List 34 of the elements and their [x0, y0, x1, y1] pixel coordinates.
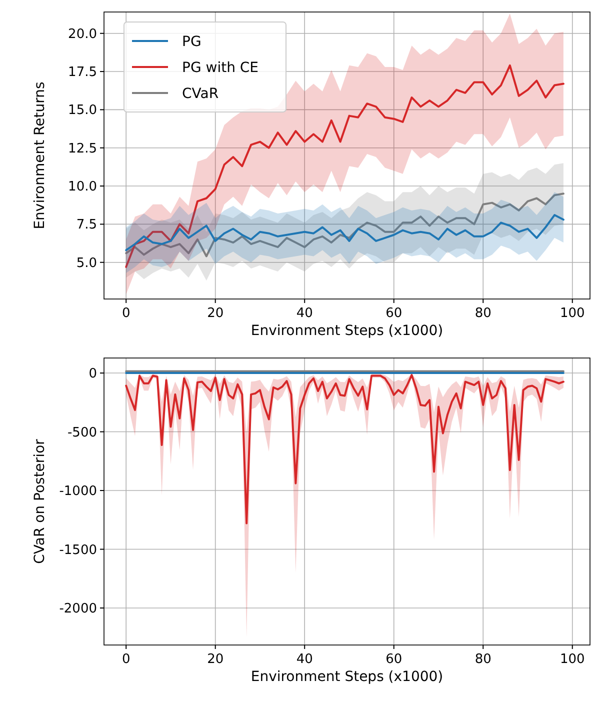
x-tick-label: 60	[386, 306, 402, 321]
x-tick-label: 0	[122, 652, 130, 667]
x-axis-title: Environment Steps (x1000)	[250, 669, 444, 685]
y-tick-label: 15.0	[68, 103, 97, 118]
legend-label: CVaR	[182, 86, 219, 102]
x-tick-label: 20	[207, 652, 224, 667]
x-tick-label: 80	[474, 652, 492, 667]
y-tick-label: 12.5	[68, 141, 97, 156]
line-series	[125, 192, 564, 258]
x-tick-label: 100	[560, 306, 585, 321]
y-tick-label: -1500	[59, 542, 97, 558]
x-axis-title: Environment Steps (x1000)	[250, 323, 444, 339]
x-tick-label: 20	[207, 306, 224, 321]
y-axis-title: Environment Returns	[32, 82, 48, 230]
y-tick-label: 7.5	[76, 218, 97, 233]
y-tick-label: 17.5	[68, 65, 97, 80]
x-tick-label: 40	[296, 652, 313, 667]
y-tick-label: 5.0	[76, 256, 97, 271]
y-tick-label: 10.0	[68, 180, 97, 195]
y-tick-label: -500	[67, 425, 97, 440]
legend-label: PG with CE	[182, 60, 259, 76]
y-tick-label: 20.0	[68, 26, 97, 42]
x-tick-label: 0	[122, 306, 130, 321]
line-series	[125, 374, 564, 524]
y-tick-label: -1000	[59, 484, 97, 500]
line-series	[125, 214, 564, 252]
y-axis-title: CVaR on Posterior	[32, 438, 48, 564]
x-tick-label: 100	[560, 652, 585, 667]
x-tick-label: 40	[296, 306, 313, 321]
y-tick-label: -2000	[59, 601, 97, 616]
x-tick-label: 60	[386, 652, 402, 667]
x-tick-label: 80	[474, 306, 492, 321]
legend-label: PG	[182, 34, 202, 50]
y-tick-label: 0	[88, 366, 97, 382]
